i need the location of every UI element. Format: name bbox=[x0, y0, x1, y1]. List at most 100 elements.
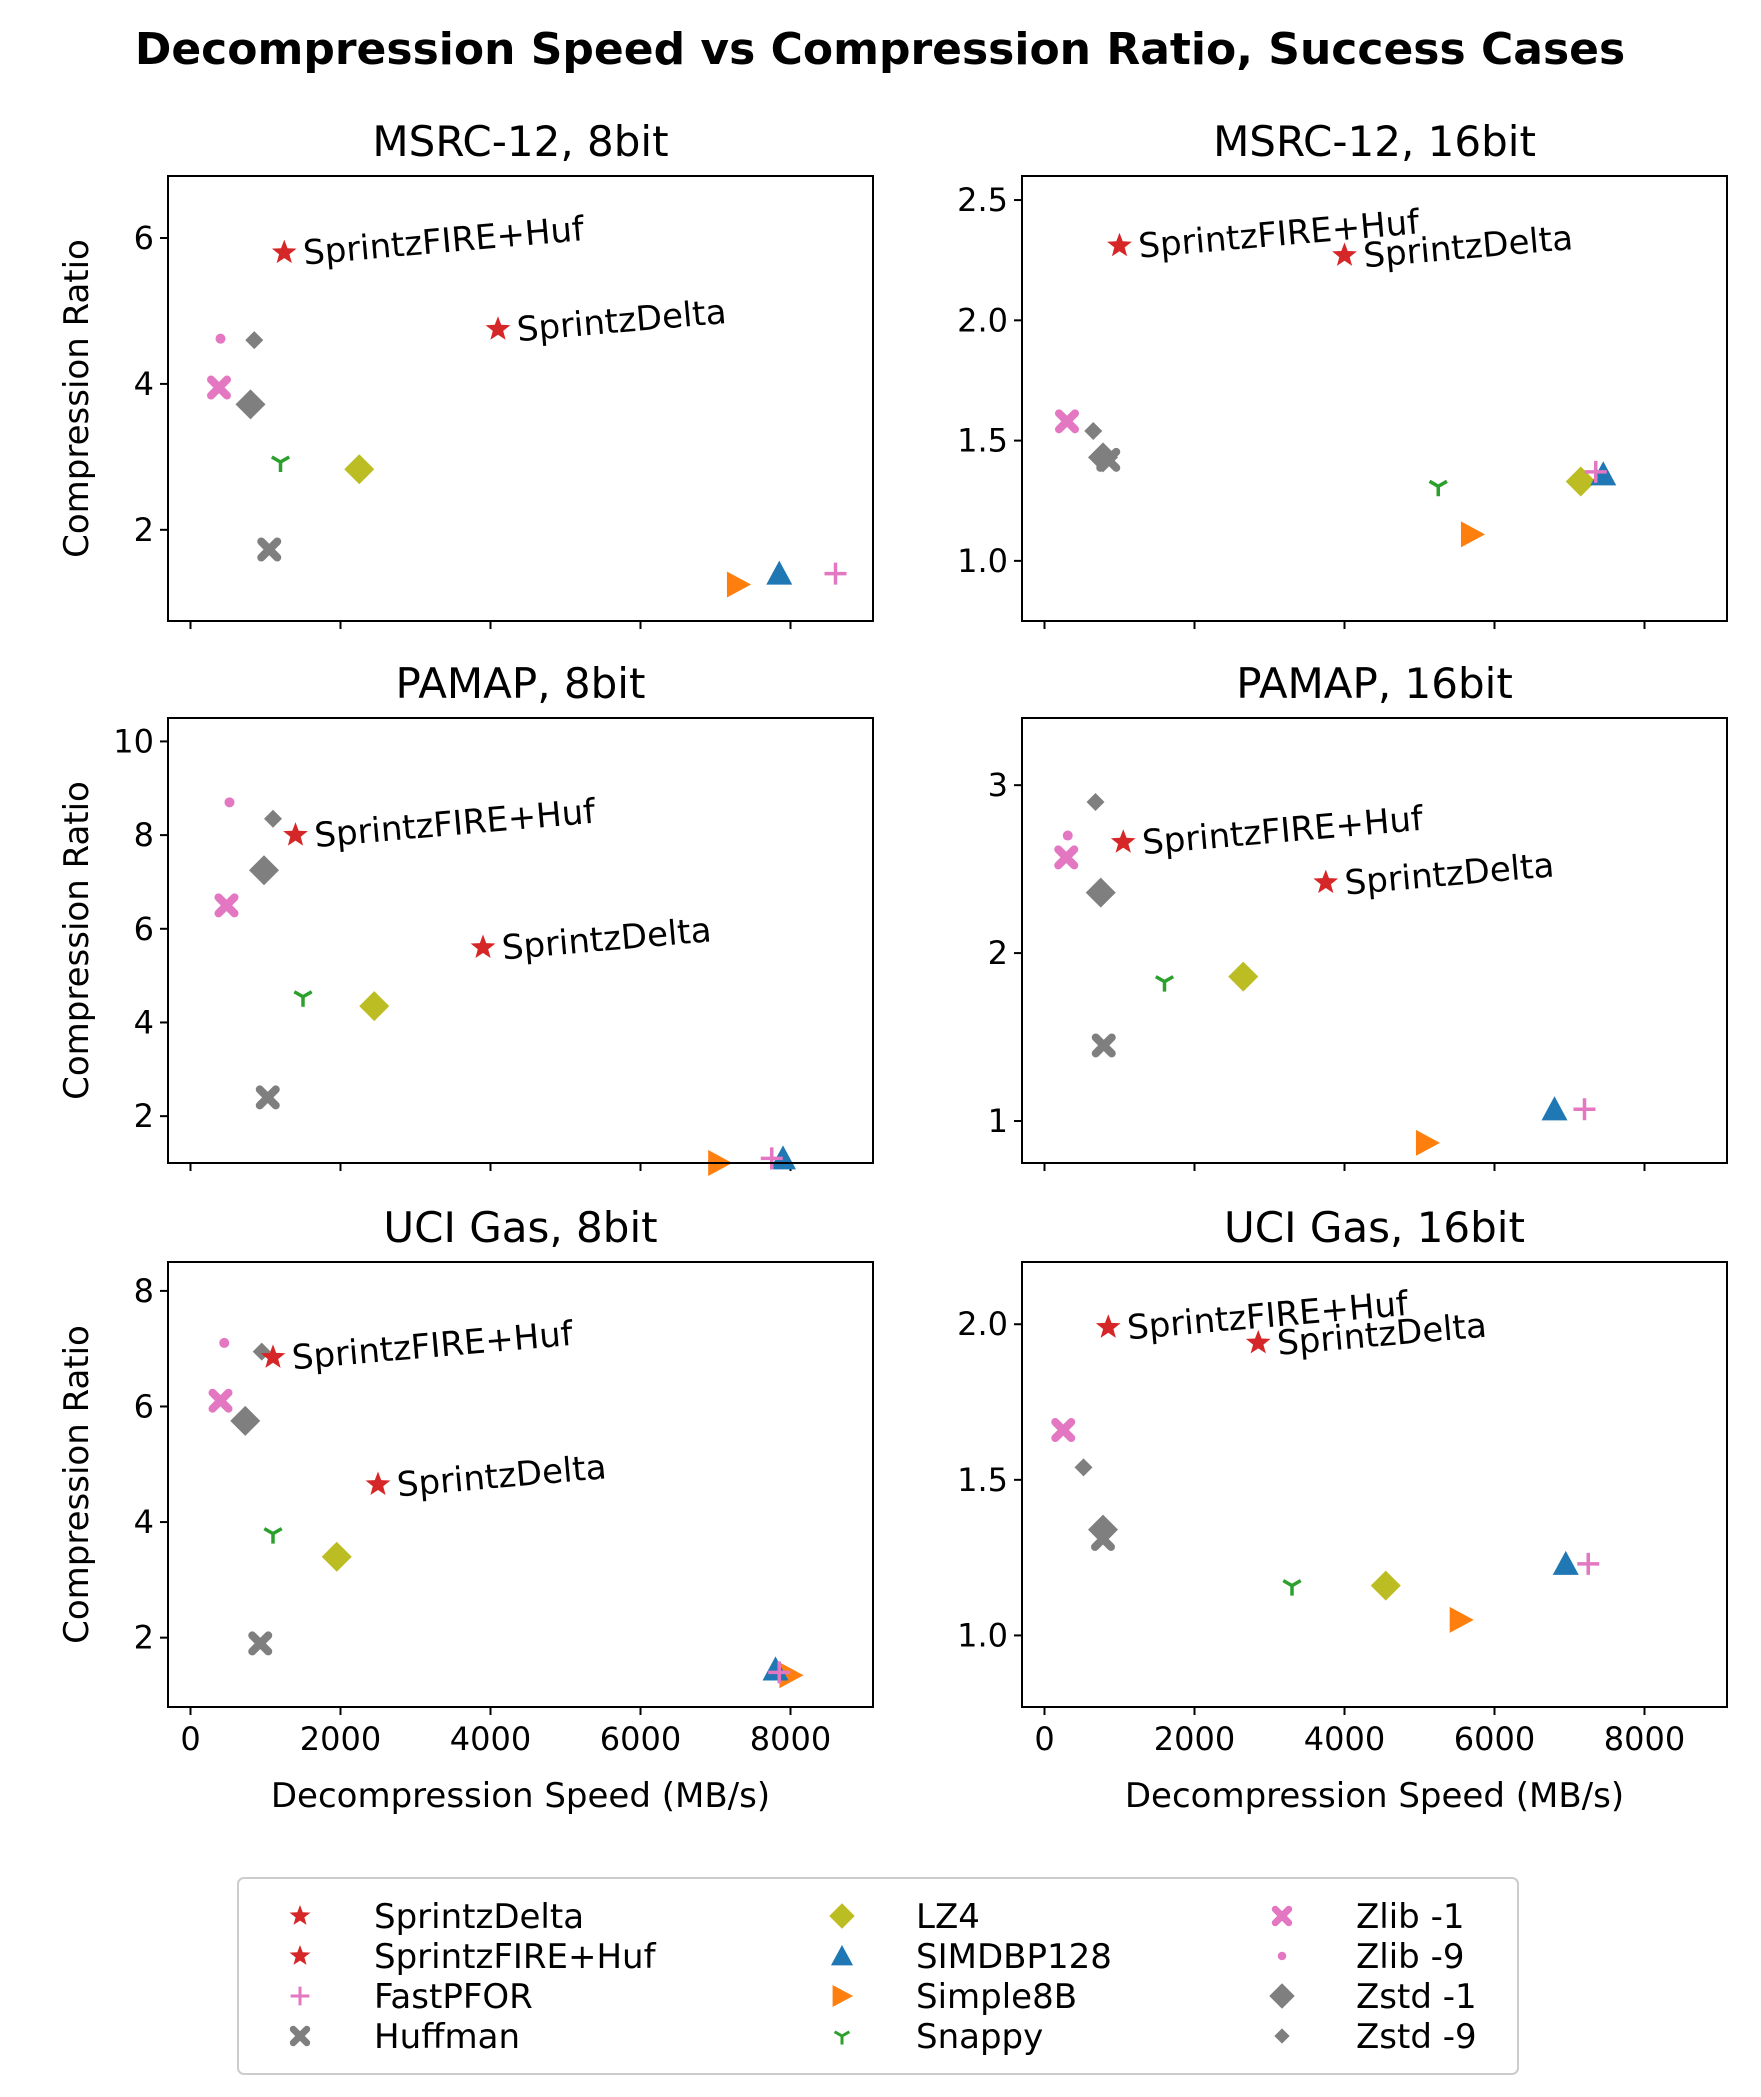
x-tick-label: 6000 bbox=[1454, 1720, 1535, 1758]
legend-frame bbox=[237, 1877, 1519, 2075]
panel-title: PAMAP, 8bit bbox=[396, 659, 646, 708]
point-fastpfor bbox=[1577, 1552, 1600, 1575]
point-lz4 bbox=[1228, 961, 1259, 992]
y-tick-label: 2 bbox=[134, 1097, 154, 1135]
point-simple8b bbox=[726, 571, 751, 598]
legend-label: SprintzFIRE+Huf bbox=[374, 1937, 657, 1977]
point-snappy bbox=[270, 455, 291, 472]
point-zstd-9 bbox=[1086, 792, 1105, 811]
panel-uci-gas-8bit: UCI Gas, 8bit 2 4 6 8 0 2000 4000 6000 8000 Compre… bbox=[57, 1203, 874, 1816]
legend-marker-zstd-9 bbox=[1274, 2028, 1290, 2044]
panel-msrc-12-8bit: MSRC-12, 8bit 2 4 6 Compression Ratio Sprintz… bbox=[57, 117, 874, 629]
y-tick-label: 2.0 bbox=[957, 301, 1008, 339]
panel-title: MSRC-12, 8bit bbox=[372, 117, 668, 166]
legend-item-sprintzdelta: SprintzDelta bbox=[289, 1897, 584, 1937]
point-zlib-1 bbox=[208, 1388, 233, 1413]
point-lz4 bbox=[359, 991, 390, 1022]
panel-title: PAMAP, 16bit bbox=[1236, 659, 1513, 708]
point-zlib-9 bbox=[224, 797, 235, 808]
point-simdbp128 bbox=[1541, 1096, 1568, 1121]
figure-title: Decompression Speed vs Compression Ratio… bbox=[135, 24, 1625, 75]
point-zstd-1 bbox=[235, 389, 266, 420]
y-axis-label: Compression Ratio bbox=[57, 781, 97, 1100]
y-tick-label: 2.0 bbox=[957, 1305, 1008, 1343]
x-tick-label: 4000 bbox=[1304, 1720, 1385, 1758]
legend-marker-zlib-9 bbox=[1277, 1951, 1287, 1961]
point-sprintzdelta bbox=[1332, 242, 1357, 266]
legend-marker-huffman bbox=[289, 2025, 311, 2047]
point-snappy bbox=[263, 1527, 283, 1544]
point-simdbp128 bbox=[762, 1656, 789, 1681]
legend-label: Simple8B bbox=[916, 1977, 1077, 2017]
point-snappy bbox=[1428, 479, 1448, 497]
point-zlib-9 bbox=[1062, 830, 1073, 841]
x-axis-label: Decompression Speed (MB/s) bbox=[1125, 1776, 1624, 1816]
y-tick-label: 3 bbox=[988, 766, 1008, 804]
point-simple8b bbox=[1460, 521, 1485, 548]
x-tick-label: 2000 bbox=[1154, 1720, 1235, 1758]
point-sprintzdelta bbox=[1313, 869, 1339, 894]
point-sprintzfire-huf bbox=[260, 1344, 286, 1368]
point-snappy bbox=[293, 990, 313, 1007]
panels: MSRC-12, 8bit 2 4 6 Compression Ratio Sprintz… bbox=[57, 117, 1728, 1816]
point-zstd-1 bbox=[1085, 877, 1116, 908]
panel-title: UCI Gas, 8bit bbox=[383, 1203, 657, 1252]
point-zstd-9 bbox=[1084, 421, 1103, 440]
point-zlib-9 bbox=[219, 1337, 230, 1348]
annotation-sprintzfire-huf: SprintzFIRE+Huf bbox=[1141, 799, 1426, 863]
point-fastpfor bbox=[824, 562, 847, 585]
plot-frame bbox=[167, 175, 874, 622]
legend-item-zstd-9: Zstd -9 bbox=[1274, 2017, 1477, 2057]
point-zstd-1 bbox=[1088, 1514, 1118, 1545]
point-huffman bbox=[255, 1085, 280, 1110]
legend-item-zlib-1: Zlib -1 bbox=[1271, 1897, 1464, 1937]
annotation-sprintzfire-huf: SprintzFIRE+Huf bbox=[302, 209, 587, 273]
point-huffman bbox=[1091, 1033, 1116, 1058]
point-sprintzfire-huf bbox=[271, 239, 297, 264]
y-tick-label: 4 bbox=[134, 1503, 154, 1541]
point-lz4 bbox=[344, 454, 375, 485]
annotation-sprintzdelta: SprintzDelta bbox=[500, 910, 713, 968]
plot-frame bbox=[1021, 175, 1728, 622]
point-simple8b bbox=[1449, 1606, 1474, 1633]
point-zlib-1 bbox=[214, 893, 239, 918]
legend-item-simple8b: Simple8B bbox=[832, 1977, 1077, 2017]
point-snappy bbox=[1154, 975, 1175, 992]
point-fastpfor bbox=[1573, 1098, 1596, 1121]
point-simple8b bbox=[779, 1662, 804, 1689]
point-zlib-1 bbox=[1055, 409, 1079, 434]
x-tick-label: 6000 bbox=[600, 1720, 681, 1758]
point-huffman bbox=[1096, 447, 1121, 472]
legend-label: LZ4 bbox=[916, 1897, 980, 1937]
y-tick-label: 1.5 bbox=[957, 1461, 1008, 1499]
y-tick-label: 6 bbox=[134, 1387, 154, 1425]
point-zlib-9 bbox=[215, 333, 226, 344]
x-tick-label: 8000 bbox=[750, 1720, 831, 1758]
legend-item-lz4: LZ4 bbox=[829, 1897, 980, 1937]
legend-label: Zstd -1 bbox=[1356, 1977, 1477, 2017]
y-tick-label: 6 bbox=[134, 910, 154, 948]
panel-uci-gas-16bit: UCI Gas, 16bit 1.0 1.5 2.0 0 2000 4000 6000 8000… bbox=[957, 1203, 1728, 1816]
legend-marker-zlib-1 bbox=[1271, 1905, 1293, 1927]
panel-pamap-8bit: PAMAP, 8bit 2 4 6 8 10 Compression Ratio Sprint… bbox=[57, 659, 874, 1176]
point-sprintzdelta bbox=[365, 1471, 391, 1495]
y-tick-label: 2.5 bbox=[957, 181, 1008, 219]
point-zstd-1 bbox=[230, 1405, 261, 1436]
point-lz4 bbox=[1370, 1570, 1401, 1601]
legend-marker-sprintzfire-huf bbox=[289, 1945, 311, 1965]
legend-label: Zstd -9 bbox=[1356, 2017, 1477, 2057]
panel-title: MSRC-12, 16bit bbox=[1213, 117, 1536, 166]
plot-frame bbox=[1021, 1261, 1728, 1708]
plot-frame bbox=[167, 717, 874, 1164]
y-tick-label: 2 bbox=[134, 1619, 154, 1657]
y-tick-label: 6 bbox=[134, 219, 154, 257]
legend-marker-simdbp128 bbox=[830, 1944, 854, 1966]
point-lz4 bbox=[321, 1541, 352, 1572]
point-fastpfor bbox=[760, 1147, 783, 1170]
point-snappy bbox=[1282, 1579, 1302, 1596]
point-sprintzfire-huf bbox=[1095, 1314, 1121, 1338]
point-simdbp128 bbox=[1552, 1550, 1579, 1575]
legend-item-simdbp128: SIMDBP128 bbox=[830, 1937, 1112, 1977]
y-tick-label: 1.0 bbox=[957, 542, 1008, 580]
legend-marker-sprintzdelta bbox=[289, 1905, 311, 1925]
